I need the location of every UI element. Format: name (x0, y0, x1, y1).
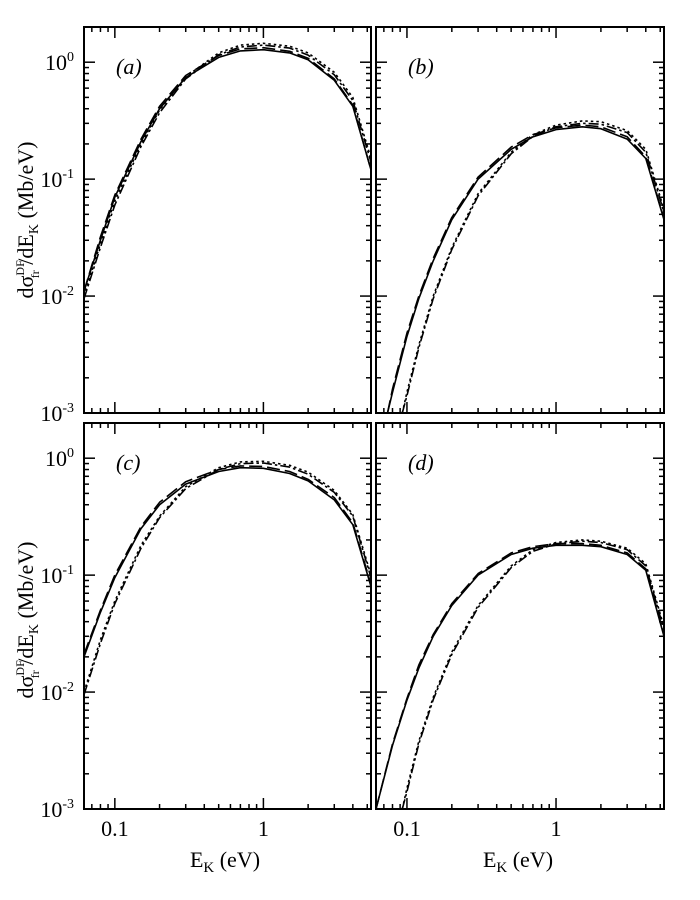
panel-d: 0.1 1 (d) (375, 422, 665, 841)
y-tick-label-base: 10 (45, 446, 67, 471)
series-line-solid (386, 126, 664, 413)
y-tick-label-base: 10 (40, 401, 62, 426)
x-axis-title-unit: (eV) (214, 847, 260, 872)
series-line-dash-dot (84, 44, 371, 299)
y-axis-title-top: dσDFfr /dEK (Mb/eV) (13, 142, 42, 299)
series-line-long-dash (84, 465, 371, 655)
y-tick-label-base: 10 (40, 284, 62, 309)
series-group (84, 42, 371, 299)
y-tick-label-base: 10 (40, 563, 62, 588)
series-group (386, 120, 664, 413)
x-axis-title-main: E (483, 847, 496, 872)
series-line-dash-dot (84, 462, 371, 695)
x-axis-title-sub: K (496, 860, 507, 876)
y-tick-label-exponent: 0 (67, 446, 74, 461)
y-tick-label: 100 (45, 446, 74, 471)
x-tick-label: 0.1 (393, 816, 421, 841)
y-axis-title-main: dσ (13, 675, 38, 698)
series-group (376, 539, 664, 809)
series-line-dash-dot (401, 122, 664, 413)
series-line-dotted (401, 539, 664, 809)
y-tick-label: 10-2 (40, 680, 74, 705)
y-tick-label: 100 (45, 50, 74, 75)
y-axis-title-sub2: K (27, 224, 42, 234)
series-line-dash-dot (401, 540, 664, 809)
y-axis-title-unit: (Mb/eV) (13, 542, 38, 624)
y-axis-title-unit: (Mb/eV) (13, 142, 38, 224)
plot-frame (83, 422, 372, 810)
y-tick-label: 10-3 (40, 401, 74, 426)
y-axis-title-rest: /dE (13, 234, 38, 270)
panel-b: (b) (375, 26, 665, 414)
series-line-long-dash (386, 124, 664, 413)
series-line-long-dash (84, 46, 371, 292)
y-axis-title-rest: /dE (13, 634, 38, 670)
y-tick-label-base: 10 (40, 680, 62, 705)
panel-label: (d) (408, 450, 434, 475)
plot-frame (375, 422, 665, 810)
y-tick-label-base: 10 (45, 50, 67, 75)
panel-label: (a) (116, 54, 142, 79)
y-tick-label: 10-1 (40, 563, 74, 588)
y-tick-label-exponent: -2 (62, 680, 74, 695)
series-group (84, 460, 371, 695)
series-line-dotted (84, 42, 371, 297)
series-line-long-dash (376, 542, 664, 809)
y-tick-label-exponent: -3 (62, 401, 74, 416)
y-tick-label-exponent: -1 (62, 563, 74, 578)
series-line-solid (84, 48, 371, 292)
y-tick-label: 10-3 (40, 797, 74, 822)
y-axis-title-sup: DF (13, 660, 27, 676)
series-line-dotted (84, 460, 371, 693)
x-axis-title-unit: (eV) (507, 847, 553, 872)
y-axis-title-sub2: K (27, 624, 42, 634)
x-axis-title-sub: K (203, 860, 214, 876)
series-line-solid (84, 466, 371, 658)
y-tick-label: 10-1 (40, 167, 74, 192)
plot-frame (83, 26, 372, 414)
y-axis-title-sub: fr (28, 670, 42, 678)
x-axis-title-main: E (190, 847, 203, 872)
y-axis-title-sub: fr (28, 270, 42, 278)
x-axis-title-left: EK (eV) (190, 847, 260, 876)
plot-frame (375, 26, 665, 414)
y-axis-title-sup: DF (13, 260, 27, 276)
y-tick-label-base: 10 (40, 167, 62, 192)
y-axis-title-main: dσ (13, 275, 38, 298)
y-tick-label-exponent: -2 (62, 284, 74, 299)
x-axis-title-right: EK (eV) (483, 847, 553, 876)
x-tick-label: 0.1 (101, 816, 129, 841)
y-tick-label-base: 10 (40, 797, 62, 822)
x-tick-label: 1 (258, 816, 269, 841)
x-tick-label: 1 (551, 816, 562, 841)
series-line-dotted (401, 120, 664, 413)
y-tick-label-exponent: 0 (67, 50, 74, 65)
y-axis-title-bottom: dσDFfr /dEK (Mb/eV) (13, 542, 42, 699)
panel-label: (b) (408, 54, 434, 79)
y-tick-label-exponent: -1 (62, 167, 74, 182)
y-tick-label-exponent: -3 (62, 797, 74, 812)
y-tick-label: 10-2 (40, 284, 74, 309)
series-line-solid (376, 544, 664, 809)
panel-label: (c) (116, 450, 140, 475)
